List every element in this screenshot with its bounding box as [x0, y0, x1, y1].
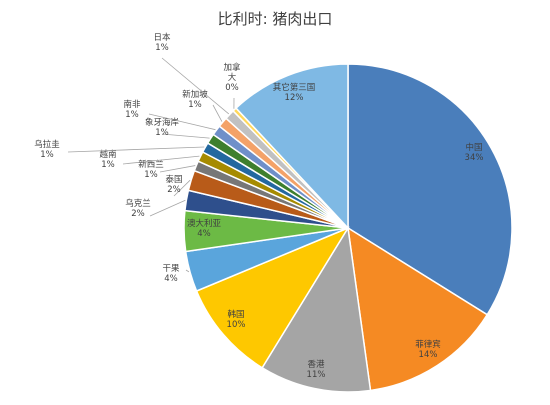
slice-label-5: 干果	[162, 264, 180, 274]
leader-line-10	[122, 155, 200, 165]
slice-percent-14: 1%	[188, 100, 202, 110]
leader-line-8	[173, 179, 191, 197]
leader-line-11	[67, 146, 205, 153]
slice-percent-9: 1%	[144, 170, 158, 180]
slice-percent-12: 1%	[155, 128, 169, 138]
slice-label-16: 大	[228, 72, 237, 83]
slice-percent-17: 12%	[285, 93, 304, 103]
chart-title: 比利时: 猪肉出口	[217, 10, 333, 28]
slice-percent-11: 1%	[40, 150, 54, 160]
leader-line-13	[148, 113, 216, 131]
slice-label-17: 其它第三国	[273, 82, 316, 93]
slice-percent-13: 1%	[125, 110, 139, 120]
slice-percent-2: 14%	[419, 350, 438, 360]
slice-percent-6: 4%	[197, 229, 211, 239]
leader-line-12	[161, 133, 210, 139]
slice-percent-10: 1%	[101, 160, 115, 170]
slice-percent-16: 0%	[225, 83, 239, 93]
slice-label-7: 乌克兰	[125, 198, 151, 209]
slice-label-3: 香港	[307, 359, 325, 370]
slice-percent-7: 2%	[131, 209, 145, 219]
leader-line-14	[212, 104, 223, 122]
pie-slice-3	[261, 225, 372, 393]
pie-slice-2	[347, 226, 489, 392]
slice-label-10: 越南	[99, 149, 116, 160]
slice-label-16: 加拿	[223, 62, 241, 73]
leader-line-5	[185, 269, 190, 273]
slice-percent-5: 4%	[164, 274, 178, 284]
slice-label-11: 乌拉圭	[34, 139, 60, 150]
slice-percent-3: 11%	[307, 370, 326, 380]
slice-label-1: 中国	[465, 142, 482, 153]
slice-label-2: 菲律宾	[415, 339, 441, 350]
slice-label-13: 南非	[123, 99, 141, 110]
slice-percent-8: 2%	[167, 185, 181, 195]
slice-label-14: 新加坡	[182, 89, 208, 100]
slice-percent-4: 10%	[227, 320, 246, 330]
leader-line-15	[161, 57, 230, 115]
leader-line-9	[159, 165, 196, 173]
pie-slice-4	[195, 226, 350, 369]
slice-percent-1: 34%	[465, 153, 484, 163]
pie-slice-17	[235, 63, 349, 230]
slice-percent-15: 1%	[155, 43, 169, 53]
slice-label-6: 澳大利亚	[187, 218, 222, 229]
slice-label-4: 韩国	[227, 309, 244, 320]
slice-label-12: 象牙海岸	[145, 117, 180, 128]
slice-label-9: 新西兰	[138, 159, 164, 170]
leader-line-7	[149, 199, 186, 217]
pie-slice-1	[347, 63, 513, 316]
slice-label-8: 泰国	[165, 174, 182, 185]
slice-label-15: 日本	[153, 32, 171, 43]
